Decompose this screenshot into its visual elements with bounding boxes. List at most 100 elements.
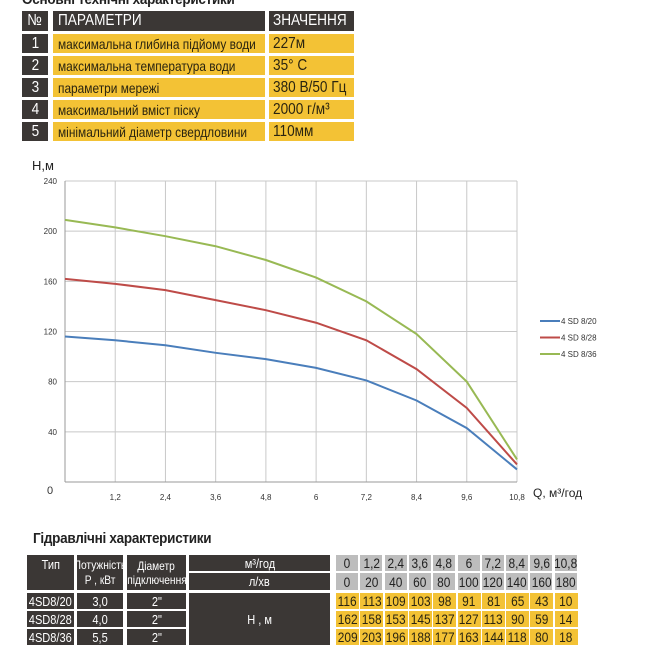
head-cell: 144 [481, 629, 505, 645]
col-diameter: Діаметр підключення [127, 555, 186, 590]
row-param: мінімальний діаметр свердловини [53, 122, 265, 141]
flow-m3-cell: 7,2 [481, 555, 504, 571]
head-cell: 113 [360, 593, 384, 609]
row-value: 227м [269, 34, 354, 53]
flow-m3-cell: 6 [457, 555, 480, 571]
row-param: параметри мережі [53, 78, 265, 97]
row-num: 4 [22, 100, 48, 119]
head-cell: 18 [554, 629, 578, 645]
row-type: 4SD8/36 [27, 629, 74, 645]
row-param: максимальний вміст піску [53, 100, 265, 119]
row-value: 110мм [269, 122, 354, 141]
x-tick-label: 1,2 [110, 493, 122, 502]
legend-label: 4 SD 8/28 [561, 334, 597, 343]
row-type: 4SD8/28 [27, 611, 74, 627]
head-cell: 209 [336, 629, 359, 645]
legend-label: 4 SD 8/20 [561, 317, 597, 326]
x-tick-label: 3,6 [210, 493, 222, 502]
row-diameter: 2" [127, 593, 186, 609]
head-cell: 162 [336, 611, 359, 627]
series-line-4SD828 [64, 277, 518, 466]
head-cell: 158 [360, 611, 384, 627]
head-label: H , м [189, 593, 330, 645]
row-num: 1 [22, 34, 48, 53]
x-tick-label: 9,6 [461, 493, 473, 502]
flow-l-cell: 0 [336, 573, 358, 590]
head-cell: 163 [457, 629, 481, 645]
head-cell: 103 [408, 593, 432, 609]
y-tick-label: 80 [48, 378, 57, 387]
flow-l-cell: 140 [506, 573, 529, 590]
head-cell: 196 [384, 629, 408, 645]
series-line-4SD836 [64, 218, 518, 460]
row-value: 2000 г/м³ [269, 100, 354, 119]
head-cell: 80 [530, 629, 554, 645]
legend-label: 4 SD 8/36 [561, 350, 597, 359]
head-cell: 137 [433, 611, 457, 627]
row-diameter: 2" [127, 629, 186, 645]
x-tick-label: 10,8 [509, 493, 525, 502]
x-tick-label: 8,4 [411, 493, 423, 502]
y-tick-label: 240 [44, 177, 58, 186]
head-cell: 177 [433, 629, 457, 645]
x-tick-label: 0 [47, 485, 53, 497]
flow-l-cell: 160 [530, 573, 553, 590]
flow-m3-cell: 9,6 [530, 555, 553, 571]
head-cell: 145 [408, 611, 432, 627]
unit-l: л/хв [189, 573, 330, 590]
x-axis-label: Q, м³/год [533, 486, 582, 500]
row-value: 35° C [269, 56, 354, 75]
header-value: ЗНАЧЕННЯ [269, 11, 354, 31]
col-type: Тип [27, 555, 74, 590]
head-cell: 116 [336, 593, 359, 609]
y-tick-label: 40 [48, 428, 57, 437]
row-power: 4,0 [77, 611, 123, 627]
head-cell: 59 [530, 611, 554, 627]
flow-l-cell: 100 [457, 573, 480, 590]
x-tick-label: 7,2 [361, 493, 373, 502]
flow-m3-cell: 10,8 [554, 555, 577, 571]
flow-m3-cell: 1,2 [360, 555, 383, 571]
head-cell: 65 [506, 593, 530, 609]
flow-m3-cell: 2,4 [384, 555, 407, 571]
flow-l-cell: 80 [433, 573, 456, 590]
flow-m3-cell: 3,6 [408, 555, 431, 571]
head-cell: 90 [506, 611, 530, 627]
header-num: № [22, 11, 48, 31]
head-cell: 109 [384, 593, 408, 609]
flow-l-cell: 180 [554, 573, 577, 590]
head-cell: 113 [481, 611, 505, 627]
head-cell: 14 [554, 611, 578, 627]
flow-l-cell: 20 [360, 573, 383, 590]
series-line-4SD820 [64, 335, 518, 471]
row-num: 3 [22, 78, 48, 97]
specs-title: Основні технічні характеристики [22, 0, 235, 8]
head-cell: 91 [457, 593, 481, 609]
head-cell: 98 [433, 593, 457, 609]
y-axis-label: H,м [32, 158, 54, 173]
flow-l-cell: 60 [408, 573, 431, 590]
row-power: 5,5 [77, 629, 123, 645]
hydraulic-title: Гідравлічні характеристики [33, 530, 212, 547]
flow-m3-cell: 8,4 [506, 555, 529, 571]
header-param: ПАРАМЕТРИ [53, 11, 265, 31]
head-cell: 127 [457, 611, 481, 627]
y-tick-label: 200 [44, 227, 58, 236]
head-cell: 81 [481, 593, 505, 609]
row-param: максимальна температура води [53, 56, 265, 75]
head-cell: 188 [408, 629, 432, 645]
head-cell: 153 [384, 611, 408, 627]
unit-m3: м³/год [189, 555, 330, 571]
pump-curve-chart: 40 80 120 160 200 240 0 1,2 2,4 3,6 4,8 6 7,2 8,4 9,6 1… [32, 158, 597, 502]
x-tick-label: 2,4 [160, 493, 172, 502]
row-param: максимальна глибина підйому води [53, 34, 265, 53]
row-diameter: 2" [127, 611, 186, 627]
flow-m3-cell: 0 [336, 555, 358, 571]
row-value: 380 В/50 Гц [269, 78, 354, 97]
col-power: ПотужністьP , кВт [77, 555, 123, 590]
y-tick-label: 160 [44, 277, 58, 286]
flow-l-cell: 40 [384, 573, 407, 590]
head-cell: 43 [530, 593, 554, 609]
head-cell: 118 [506, 629, 530, 645]
head-cell: 203 [360, 629, 384, 645]
